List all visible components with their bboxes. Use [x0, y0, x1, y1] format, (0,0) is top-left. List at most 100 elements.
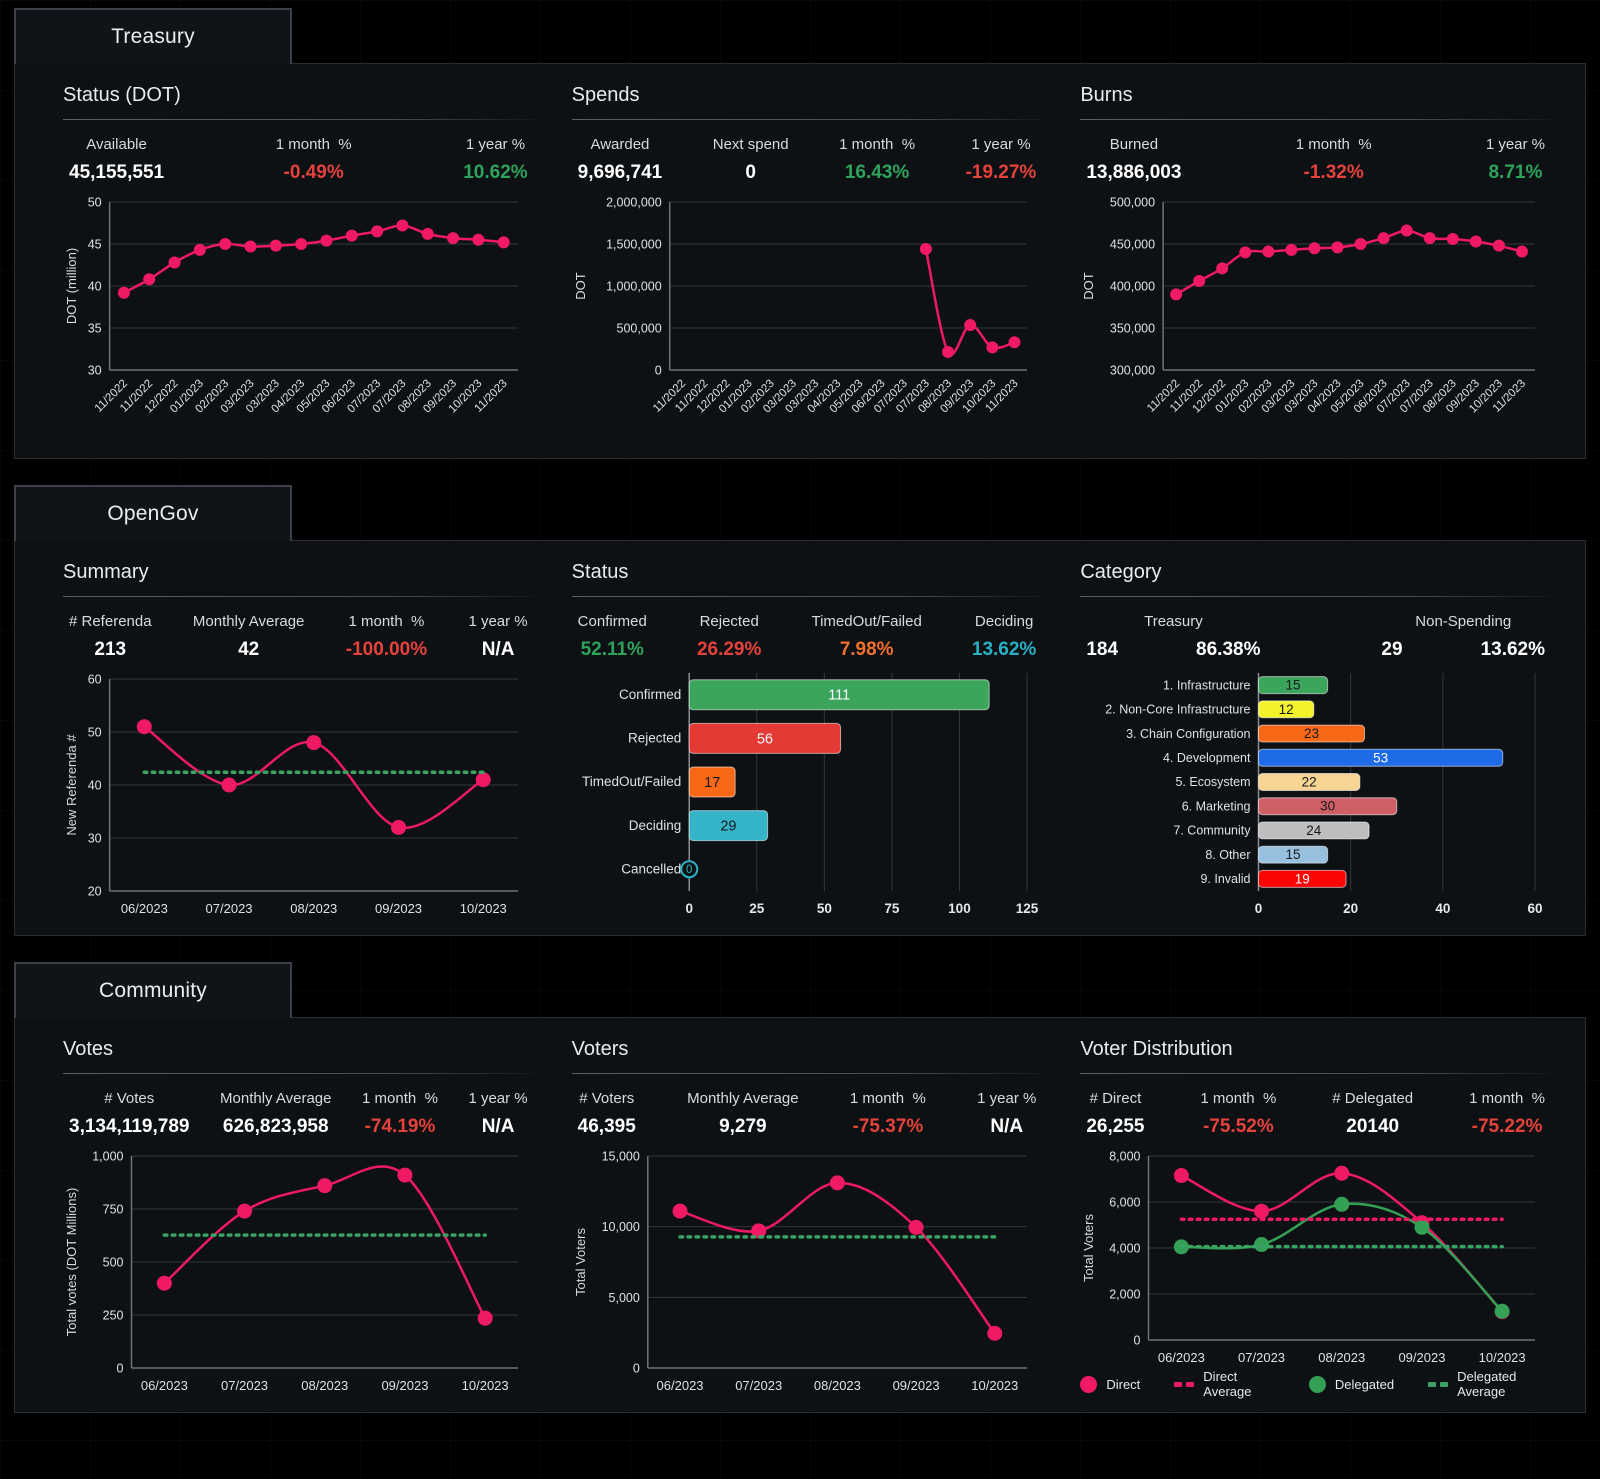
metric-burned: Burned 13,886,003	[1086, 136, 1181, 184]
svg-text:07/2023: 07/2023	[221, 1378, 268, 1393]
metric-label: Monthly Average	[687, 1090, 799, 1107]
legend-item-delegated: Delegated	[1308, 1375, 1395, 1393]
svg-text:08/2023: 08/2023	[1319, 1350, 1366, 1365]
svg-text:40: 40	[88, 280, 102, 294]
svg-text:06/2023: 06/2023	[656, 1378, 703, 1393]
panel-status-dot: Status (DOT) Available 45,155,551 1 month %…	[63, 76, 534, 444]
svg-text:Total votes (DOT Millions): Total votes (DOT Millions)	[64, 1188, 79, 1337]
legend-item-direct: Direct	[1080, 1375, 1140, 1393]
svg-text:300,000: 300,000	[1110, 364, 1155, 378]
metric-label: Burned	[1109, 136, 1159, 153]
panel-title-status-dot: Status (DOT)	[63, 84, 181, 106]
panel-divider	[1080, 119, 1552, 120]
metric-values: -75.52%	[1200, 1116, 1276, 1138]
metric-value: 46,395	[577, 1116, 636, 1137]
metric-values: 184 86.38%	[1086, 639, 1260, 661]
legend-dot-icon	[1308, 1375, 1326, 1393]
metric-monthly-average: Monthly Average 9,279	[687, 1090, 798, 1138]
metric-values: 626,823,958	[220, 1116, 331, 1138]
metric-1-year: 1 year % 10.62%	[463, 136, 527, 184]
metric-label: 1 year %	[468, 613, 528, 630]
metric-label: # Votes	[104, 1090, 155, 1107]
metric-value: -100.00%	[345, 639, 428, 660]
panel-votes: Votes # Votes 3,134,119,789 Monthly Average…	[63, 1030, 534, 1398]
metric-value: 0	[745, 162, 756, 183]
svg-text:4. Development: 4. Development	[1163, 751, 1251, 765]
metric-label: Rejected	[699, 613, 759, 630]
metric-confirmed: Confirmed 52.11%	[578, 613, 647, 661]
metric-value: 26.29%	[696, 639, 762, 660]
chart-treasury-burns: 300,000 350,000 400,000 450,000 500,000 DOT 11…	[1080, 192, 1551, 444]
metric-values: 3,134,119,789	[69, 1116, 189, 1138]
svg-text:50: 50	[88, 196, 102, 210]
svg-text:17: 17	[704, 775, 720, 791]
metric-rejected: Rejected 26.29%	[697, 613, 761, 661]
metrics-row: Confirmed 52.11% Rejected 26.29% TimedOut/Fa…	[572, 613, 1043, 661]
metrics-row: Burned 13,886,003 1 month % -1.32% 1 year % 8…	[1080, 136, 1551, 184]
metric-1-year: 1 year % N/A	[468, 613, 527, 661]
metric-values: -1.32%	[1296, 162, 1372, 184]
metric-values: N/A	[468, 1116, 527, 1138]
metric-value: 13.62%	[971, 639, 1037, 660]
tab-community[interactable]: Community	[14, 962, 292, 1018]
svg-text:24: 24	[1307, 823, 1323, 838]
metric-values: 10.62%	[463, 162, 527, 184]
panel-title-category: Category	[1080, 561, 1162, 583]
metric-value: N/A	[990, 1116, 1024, 1137]
metric-values: 29 13.62%	[1381, 639, 1545, 661]
metric-value: -75.22%	[1471, 1116, 1543, 1137]
metric-label: 1 month %	[275, 136, 352, 153]
panel-divider	[63, 596, 534, 597]
metric-values: 45,155,551	[69, 162, 164, 184]
svg-text:8,000: 8,000	[1110, 1150, 1141, 1164]
svg-text:20: 20	[88, 885, 102, 899]
svg-text:12: 12	[1279, 702, 1294, 717]
metric-label: 1 year %	[977, 1090, 1037, 1107]
svg-text:3. Chain Configuration: 3. Chain Configuration	[1126, 727, 1250, 741]
chart-treasury-status: 30 35 40 45 50 DOT (million) 11/2022 11/2022 12/…	[63, 192, 534, 444]
chart-svg-opengov-category: 0 20 40 60 1. Infrastructure 15 2. Non-Core In…	[1106, 673, 1543, 916]
svg-text:7. Community: 7. Community	[1174, 824, 1252, 838]
tab-treasury[interactable]: Treasury	[14, 8, 292, 64]
metric-label: 1 month %	[839, 136, 916, 153]
svg-text:DOT: DOT	[573, 272, 588, 300]
metric-value: 52.11%	[580, 639, 644, 660]
metric-1-month: 1 month % -74.19%	[362, 1090, 438, 1138]
chart-svg-community-voter-distribution: 0 2,000 4,000 6,000 8,000 Total Voters 06/2023…	[1081, 1150, 1536, 1365]
svg-text:750: 750	[103, 1203, 124, 1217]
panel-title-burns: Burns	[1080, 84, 1133, 106]
svg-text:DOT: DOT	[1081, 272, 1096, 300]
metrics-row: Awarded 9,696,741 Next spend 0 1 month % 16.4…	[572, 136, 1043, 184]
metrics-row: # Referenda 213 Monthly Average 42 1 month %…	[63, 613, 534, 661]
svg-text:1,500,000: 1,500,000	[606, 238, 662, 252]
tab-opengov[interactable]: OpenGov	[14, 485, 292, 541]
metric-values: -100.00%	[346, 639, 427, 661]
svg-text:15,000: 15,000	[601, 1150, 639, 1164]
metric-values: 42	[193, 639, 304, 661]
metric-value: 213	[94, 639, 127, 660]
metric-values: 26,255	[1086, 1116, 1144, 1138]
metric-values: 7.98%	[811, 639, 921, 661]
panel-title-voter-distribution: Voter Distribution	[1080, 1038, 1233, 1060]
metric-value: -75.52%	[1202, 1116, 1274, 1137]
panel-divider	[1080, 596, 1552, 597]
metric-value: -1.32%	[1303, 162, 1364, 183]
svg-text:5. Ecosystem: 5. Ecosystem	[1176, 775, 1251, 789]
svg-text:07/2023: 07/2023	[735, 1378, 782, 1393]
metric-next-spend: Next spend 0	[713, 136, 789, 184]
metric-label: # Direct	[1089, 1090, 1142, 1107]
metric-label: # Voters	[579, 1090, 635, 1107]
panel-divider	[571, 1073, 1043, 1074]
metric-values: 20140	[1332, 1116, 1413, 1138]
legend-label: Delegated	[1334, 1376, 1395, 1392]
metric-available: Available 45,155,551	[69, 136, 164, 184]
svg-text:DOT (million): DOT (million)	[64, 248, 79, 324]
metric-value: 9,279	[719, 1116, 767, 1137]
metric-value: 7.98%	[839, 639, 894, 660]
svg-text:6,000: 6,000	[1110, 1196, 1141, 1210]
metric-value: -0.49%	[283, 162, 344, 183]
svg-text:75: 75	[884, 901, 900, 916]
svg-text:09/2023: 09/2023	[892, 1378, 939, 1393]
svg-text:0: 0	[686, 864, 692, 876]
chart-community-voters: 0 5,000 10,000 15,000 Total Voters 06/2023 07/…	[572, 1146, 1043, 1398]
